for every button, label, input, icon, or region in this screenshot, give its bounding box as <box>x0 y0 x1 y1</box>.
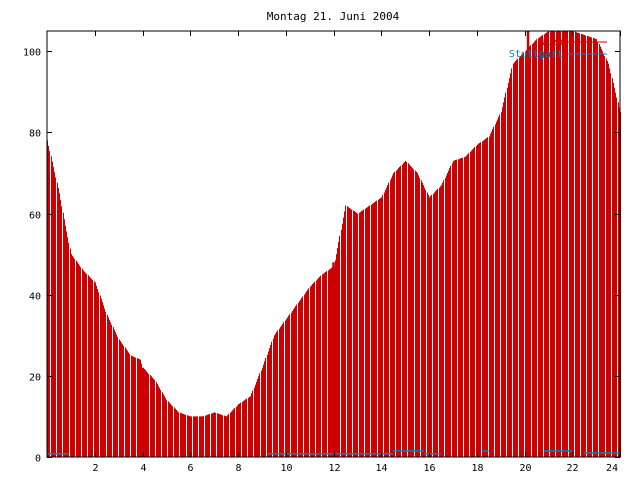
y-tick-label: 0 <box>35 454 41 465</box>
x-tick-label: 10 <box>280 463 292 474</box>
chart-title: Montag 21. Juni 2004 <box>267 10 400 23</box>
stuttgart-line <box>47 450 620 455</box>
legend-label-stuttgart: Stuttgart <box>509 49 563 60</box>
x-tick-label: 12 <box>328 463 340 474</box>
legend-label-wien: Wien <box>539 37 563 48</box>
x-tick-label: 16 <box>423 463 435 474</box>
y-tick-label: 20 <box>29 373 41 384</box>
y-tick-label: 60 <box>29 211 41 222</box>
x-tick-label: 8 <box>235 463 241 474</box>
x-tick-label: 24 <box>606 463 618 474</box>
plot-frame <box>46 30 621 458</box>
x-tick-label: 22 <box>566 463 578 474</box>
x-axis: 2 4 6 8 10 12 14 16 18 20 22 24 <box>92 31 621 474</box>
x-tick-label: 2 <box>92 463 98 474</box>
y-tick-label: 80 <box>29 129 41 140</box>
y-tick-label: 40 <box>29 292 41 303</box>
wien-bars <box>47 31 621 457</box>
x-tick-label: 14 <box>375 463 387 474</box>
y-axis: 0 20 40 60 80 100 <box>23 48 620 465</box>
y-tick-label: 100 <box>23 48 41 59</box>
x-tick-label: 4 <box>140 463 146 474</box>
x-tick-label: 18 <box>471 463 483 474</box>
x-tick-label: 6 <box>187 463 193 474</box>
x-tick-label: 20 <box>519 463 531 474</box>
legend: Wien Stuttgart <box>509 37 607 60</box>
